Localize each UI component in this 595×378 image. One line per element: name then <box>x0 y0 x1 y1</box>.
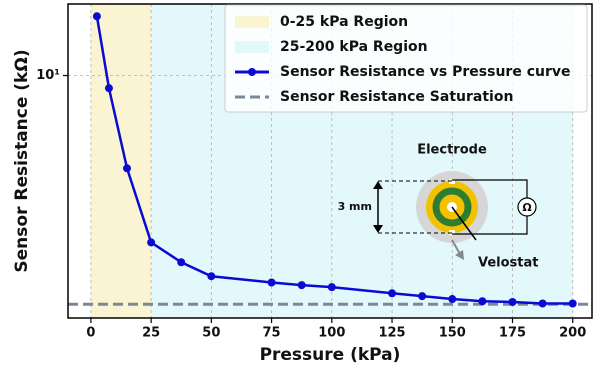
data-point <box>478 297 487 306</box>
annotation: Electrode <box>417 143 487 158</box>
x-tick-label: 175 <box>499 326 526 341</box>
x-tick-label: 125 <box>378 326 405 341</box>
legend-label: Sensor Resistance Saturation <box>280 89 513 105</box>
diagram-arrow <box>455 250 464 260</box>
legend-swatch <box>235 41 269 53</box>
diagram-arrow <box>451 239 461 255</box>
x-tick-label: 150 <box>439 326 466 341</box>
diagram-shape <box>432 187 472 227</box>
data-point <box>104 84 113 93</box>
annotation: Velostat <box>478 256 539 271</box>
legend-swatch <box>248 68 256 76</box>
data-point <box>177 258 186 267</box>
region <box>90 4 152 318</box>
legend-label: Sensor Resistance vs Pressure curve <box>280 64 570 80</box>
x-tick-label: 100 <box>318 326 345 341</box>
data-point <box>327 283 336 292</box>
sensor-diagram: Electrode 3 mm Velostat Ω <box>338 143 539 271</box>
x-tick-label: 0 <box>86 326 95 341</box>
annotation: 3 mm <box>338 200 372 213</box>
data-point <box>388 289 397 298</box>
x-tick-label: 25 <box>142 326 160 341</box>
diagram-wire <box>452 179 528 235</box>
data-point <box>538 299 547 308</box>
data-point <box>418 292 427 301</box>
legend-label: 25-200 kPa Region <box>280 39 428 55</box>
legend-swatch <box>235 16 269 28</box>
data-point <box>207 272 216 281</box>
x-tick-label: 75 <box>263 326 281 341</box>
diagram-line <box>451 206 477 241</box>
annotation: Ω <box>522 201 532 214</box>
x-tick-label: 50 <box>202 326 220 341</box>
legend: 0-25 kPa Region 25-200 kPa Region Sensor R… <box>224 4 588 113</box>
legend-box <box>224 4 588 113</box>
x-tick-label: 200 <box>559 326 586 341</box>
data-point <box>448 295 457 304</box>
data-point <box>123 164 132 173</box>
plot-area: 0 25 50 75 100 125 150 175 200 10¹ 0-25 kPa Region… <box>36 3 593 341</box>
y-tick-label: 10¹ <box>36 68 60 83</box>
diagram-shape <box>517 197 537 217</box>
data-point <box>267 278 276 287</box>
y-axis-label: Sensor Resistance (kΩ) <box>12 49 32 272</box>
series-line <box>95 16 573 305</box>
axes-frame <box>67 3 593 319</box>
data-point <box>508 298 517 307</box>
data-point <box>147 238 156 247</box>
x-axis-label: Pressure (kPa) <box>260 345 401 365</box>
data-point <box>92 12 101 21</box>
legend-label: 0-25 kPa Region <box>280 14 408 30</box>
data-point <box>297 281 306 290</box>
data-point <box>568 299 577 308</box>
